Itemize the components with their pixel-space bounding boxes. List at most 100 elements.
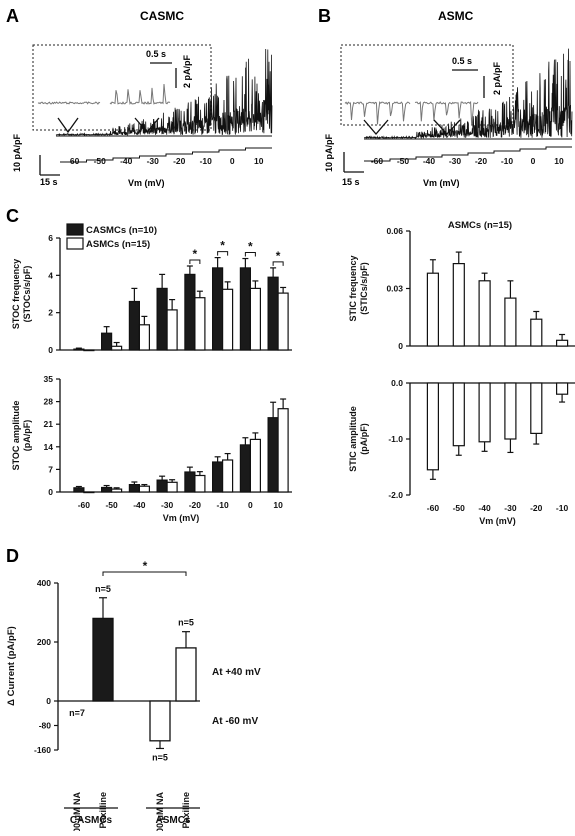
trace-b-title: ASMC [438, 9, 474, 23]
x-tick-label: -60 [427, 503, 440, 513]
significance-star: * [220, 239, 225, 253]
y-tick-label: -2.0 [388, 490, 403, 500]
trace-a-inset-box [32, 44, 212, 131]
bar-asmc [194, 474, 206, 493]
bar-asmc [452, 263, 465, 347]
y-axis-label: STIC amplitude [348, 406, 358, 472]
bar-asmc [110, 345, 123, 351]
n-label: n=5 [152, 752, 168, 762]
bar-casmc [212, 267, 224, 351]
panel-letter-a: A [6, 6, 19, 26]
y-tick-label: -1.0 [388, 434, 403, 444]
y-tick-label: 21 [44, 419, 54, 429]
x-tick-label: -20 [189, 500, 202, 510]
n-label: n=5 [95, 584, 111, 594]
y-axis-label: STOC amplitude [11, 401, 21, 471]
bar-asmc [555, 382, 569, 395]
y-tick-label: -80 [39, 721, 52, 731]
bar-asmc [478, 280, 491, 347]
trace-b-time-scale-label: 15 s [342, 177, 360, 187]
x-category-label: 1 μM Paxilline [98, 792, 108, 831]
x-tick-label: -60 [78, 500, 91, 510]
y-tick-label: 35 [44, 374, 54, 384]
trace-b-voltage-steps: -60 -50 -40 -30 -20 -10 0 10 [364, 146, 572, 166]
group-label-casmc: CASMCs [70, 815, 113, 826]
trace-a-amp-scale-label: 10 pA/pF [12, 133, 22, 172]
trace-b-zoom-marker-1 [363, 119, 389, 135]
bar-casmc [73, 487, 85, 493]
y-tick-label: 2 [48, 308, 53, 318]
legend-label-casmc: CASMCs (n=10) [86, 225, 157, 236]
significance-bracket [272, 261, 284, 266]
bar-casmc [156, 479, 168, 493]
n-label: n=7 [69, 708, 85, 718]
bar-casmc [73, 348, 85, 351]
bar-asmc [166, 309, 178, 351]
delta-current-chart: 400 200 0 -80 -160 Δ Current (pA/pF) n=7 100 μM… [6, 559, 261, 836]
current-trace [364, 48, 573, 140]
bar-casmc [100, 332, 113, 351]
group-label-asmc: ASMCs [155, 815, 190, 826]
current-trace [55, 48, 273, 137]
inset-trace-segment [37, 101, 101, 105]
x-tick-label: -10 [216, 500, 229, 510]
significance-bracket [244, 252, 256, 257]
inset-trace-segment [414, 100, 479, 126]
voltage-step-protocol [364, 146, 572, 162]
trace-b-amp-scale-label: 10 pA/pF [324, 133, 334, 172]
voltage-step-label: 0 [531, 156, 536, 166]
trace-b-recording [364, 48, 573, 140]
y-axis-label: (pA/pF) [22, 420, 32, 452]
trace-b-inset [344, 100, 479, 126]
y-tick-label: 0.0 [391, 378, 403, 388]
x-tick-label: 10 [273, 500, 283, 510]
significance-star: * [143, 559, 148, 573]
y-axis-label: (pA/pF) [359, 423, 369, 455]
voltage-step-label: -60 [67, 156, 80, 166]
voltage-step-protocol [60, 147, 272, 163]
y-axis-label: STOC frequency [11, 259, 21, 329]
x-axis-label: Vm (mV) [163, 513, 200, 523]
bar-asmc [138, 324, 150, 351]
y-axis-label: STIC frequency [348, 255, 358, 321]
bar-asmc [83, 349, 95, 352]
x-tick-label: -40 [133, 500, 146, 510]
n-label: n=5 [178, 618, 194, 628]
trace-a-xlabel: Vm (mV) [128, 178, 165, 188]
panel-letter-d: D [6, 546, 19, 566]
annotation-minus60: At -60 mV [212, 716, 258, 727]
y-tick-label: 0.06 [386, 226, 403, 236]
delta-current-bar [149, 700, 171, 742]
y-tick-label: 0 [46, 696, 51, 706]
voltage-step-label: -20 [475, 156, 488, 166]
voltage-step-label: -40 [423, 156, 436, 166]
stic-amplitude-chart: 0.0 -1.0 -2.0 STIC amplitude (pA/pF) -60 -50 -4… [348, 378, 575, 526]
x-tick-label: -40 [478, 503, 491, 513]
y-tick-label: 4 [48, 270, 53, 280]
bar-asmc [249, 287, 261, 351]
trace-b-inset-time-label: 0.5 s [452, 56, 472, 66]
voltage-step-label: -30 [449, 156, 462, 166]
voltage-step-label: -20 [173, 156, 186, 166]
bar-asmc [452, 382, 465, 447]
bar-asmc [530, 382, 543, 435]
annotation-plus40: At +40 mV [212, 667, 261, 678]
bar-asmc [222, 288, 234, 351]
bar-asmc [277, 408, 289, 493]
y-tick-label: 400 [37, 578, 51, 588]
trace-a-recording [55, 48, 273, 137]
x-tick-label: -30 [504, 503, 517, 513]
inset-trace-segment [109, 83, 171, 105]
y-tick-label: 200 [37, 637, 51, 647]
y-axis-label: (STOCs/s/pF) [22, 266, 32, 323]
bar-asmc [138, 485, 150, 493]
bar-casmc [239, 267, 251, 351]
x-tick-label: -30 [161, 500, 174, 510]
bar-asmc [222, 459, 234, 493]
stoc-frequency-chart: 0 2 4 6 STOC frequency (STOCs/s/pF) * * * * CASMCs… [11, 223, 292, 355]
x-tick-label: -50 [453, 503, 466, 513]
voltage-step-label: 10 [554, 156, 564, 166]
legend-swatch-casmc [66, 223, 84, 236]
bar-asmc [555, 339, 569, 347]
